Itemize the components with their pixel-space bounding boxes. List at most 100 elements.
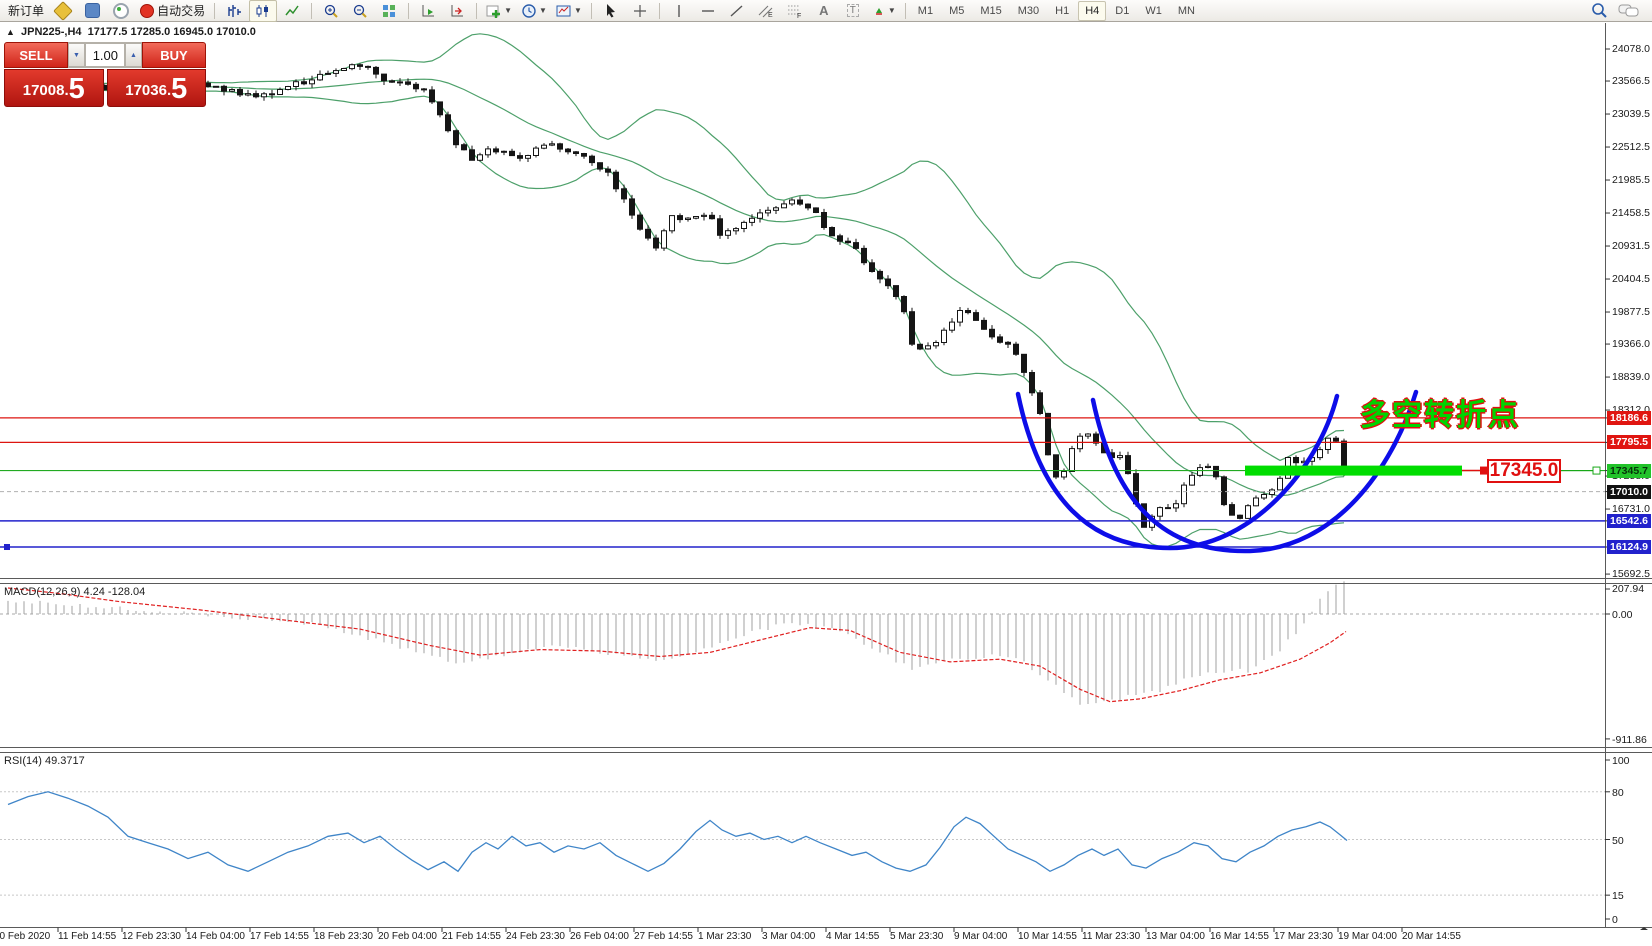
- chart-shift-button[interactable]: [443, 0, 471, 22]
- price-tick-label: 23566.5: [1612, 75, 1650, 88]
- cup-arc-drawing[interactable]: [1015, 389, 1419, 554]
- buy-price-dot: .: [166, 82, 172, 99]
- equidistant-channel-button[interactable]: E: [752, 0, 780, 22]
- rsi-tick-label: 15: [1612, 890, 1624, 903]
- timeframe-button-M30[interactable]: M30: [1017, 4, 1040, 17]
- trendline-icon: [730, 4, 743, 17]
- arrows-icon: [875, 7, 882, 15]
- date-tick-label: 12 Feb 23:30: [122, 931, 181, 942]
- signals-button[interactable]: [107, 0, 135, 22]
- symbol-period-label: JPN225-,H4: [20, 26, 82, 38]
- timeframe-button-W1[interactable]: W1: [1145, 4, 1162, 17]
- buy-price-pips: 5: [171, 73, 188, 105]
- rsi-indicator-label: RSI(14) 49.3717: [4, 755, 85, 767]
- zoom-in-button[interactable]: [317, 0, 345, 22]
- text-button[interactable]: A: [810, 0, 838, 22]
- sell-price-display[interactable]: 17008. 5: [4, 69, 104, 107]
- timeframe-button-H1[interactable]: H1: [1055, 4, 1070, 17]
- ohlc-quotes: 17177.5 17285.0 16945.0 17010.0: [87, 26, 256, 38]
- candlestick-chart-icon: [256, 4, 269, 17]
- macd-indicator-label: MACD(12,26,9) 4.24 -128.04: [4, 586, 146, 598]
- sell-button[interactable]: SELL: [4, 42, 68, 68]
- horizontal-line-icon: [701, 9, 714, 12]
- signals-icon: [113, 2, 130, 19]
- horizontal-line-button[interactable]: [694, 0, 722, 22]
- timeframe-button-M1[interactable]: M1: [917, 4, 934, 17]
- crosshair-button[interactable]: [626, 0, 654, 22]
- line-chart-icon: [285, 5, 299, 15]
- volume-input[interactable]: 1.00: [85, 43, 125, 67]
- rsi-panel: [0, 791, 1605, 896]
- chat-icon[interactable]: [1618, 3, 1640, 19]
- separator: [311, 2, 313, 19]
- text-icon: A: [819, 3, 829, 18]
- buy-button[interactable]: BUY: [142, 42, 206, 68]
- price-tick-label: 23039.5: [1612, 108, 1650, 121]
- rsi-tick-label: 100: [1612, 755, 1630, 767]
- autotrading-icon: [140, 3, 155, 18]
- candlestick-chart-button[interactable]: [249, 0, 278, 22]
- new-order-button[interactable]: 新订单: [4, 0, 48, 22]
- timeframe-button-M15[interactable]: M15: [980, 4, 1002, 17]
- indicators-button[interactable]: ▼: [482, 0, 516, 22]
- date-tick-label: 27 Feb 14:55: [634, 931, 693, 942]
- timeframe-button-D1[interactable]: D1: [1115, 4, 1130, 17]
- autotrading-button[interactable]: 自动交易: [136, 0, 209, 22]
- tile-windows-button[interactable]: [375, 0, 403, 22]
- bollinger-bands: [7, 33, 1345, 548]
- periods-button[interactable]: ▼: [517, 0, 551, 22]
- chart-shift-icon: [451, 4, 464, 16]
- search-icon[interactable]: [1591, 2, 1608, 19]
- accounts-icon: [84, 3, 100, 18]
- history-button[interactable]: [49, 0, 77, 22]
- date-tick-label: 10 Mar 14:55: [1018, 931, 1077, 942]
- buy-price-display[interactable]: 17036. 5: [106, 69, 206, 107]
- cursor-button[interactable]: [597, 0, 625, 22]
- candlestick-series: [5, 63, 1347, 532]
- rsi-tick-label: 50: [1612, 834, 1624, 847]
- timeframe-button-M5[interactable]: M5: [949, 4, 965, 17]
- vertical-line-button[interactable]: [665, 0, 693, 22]
- separator: [214, 2, 216, 19]
- macd-tick-label: 207.94: [1612, 583, 1645, 595]
- date-tick-label: 17 Mar 23:30: [1274, 931, 1333, 942]
- line-anchor-handle: [4, 544, 10, 551]
- bar-chart-icon: [228, 4, 242, 17]
- date-tick-label: 20 Feb 04:00: [378, 931, 437, 942]
- zoom-out-button[interactable]: [346, 0, 374, 22]
- text-label-icon: T: [846, 4, 859, 17]
- sell-price-main: 17008: [22, 82, 65, 99]
- templates-button[interactable]: ▼: [552, 0, 586, 22]
- arrows-button[interactable]: ▼: [868, 0, 900, 22]
- timeframe-button-H4[interactable]: H4: [1078, 0, 1107, 21]
- timeframe-button-MN[interactable]: MN: [1177, 4, 1195, 17]
- rsi-tick-label: 80: [1612, 786, 1624, 799]
- text-label-button[interactable]: T: [839, 0, 867, 22]
- date-tick-label: 10 Feb 2020: [0, 931, 51, 942]
- indicators-icon: [486, 5, 501, 18]
- horizontal-level-lines[interactable]: [0, 417, 1605, 551]
- date-tick-label: 24 Feb 23:30: [506, 931, 565, 942]
- turning-point-annotation[interactable]: 多空转折点: [1360, 399, 1520, 432]
- line-chart-button[interactable]: [278, 0, 306, 22]
- volume-increase-button[interactable]: ▲: [125, 43, 142, 67]
- price-tick-label: 20404.5: [1612, 273, 1650, 286]
- date-tick-label: 16 Mar 14:55: [1210, 931, 1269, 942]
- bar-chart-button[interactable]: [220, 0, 248, 22]
- rsi-tick-label: 0: [1612, 914, 1618, 926]
- fibonacci-button[interactable]: F: [781, 0, 809, 22]
- date-tick-label: 21 Feb 14:55: [442, 931, 501, 942]
- price-callout-label[interactable]: 17345.0: [1487, 459, 1561, 483]
- volume-decrease-button[interactable]: ▼: [68, 43, 85, 67]
- highlight-price-bar[interactable]: [1245, 465, 1601, 476]
- auto-scroll-button[interactable]: [414, 0, 442, 22]
- panel-collapse-icon[interactable]: ▲: [6, 27, 15, 37]
- separator: [904, 2, 906, 19]
- trendline-button[interactable]: [723, 0, 751, 22]
- price-tick-label: 16731.0: [1612, 503, 1650, 516]
- accounts-button[interactable]: [78, 0, 106, 22]
- separator: [476, 2, 478, 19]
- date-tick-label: 11 Feb 14:55: [58, 931, 117, 942]
- date-tick-label: 3 Mar 04:00: [762, 931, 816, 942]
